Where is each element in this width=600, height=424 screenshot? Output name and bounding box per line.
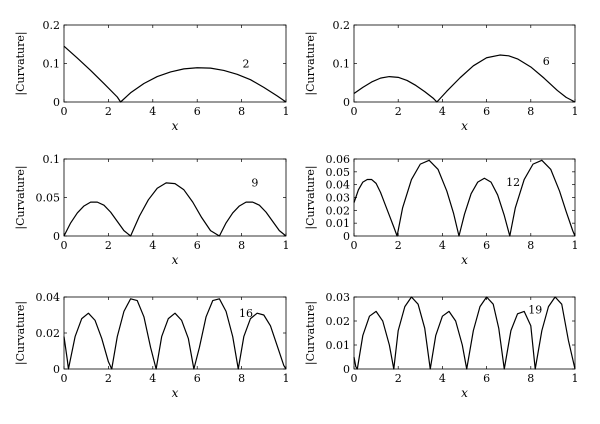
y-axis-label: |Curvature| [14,165,28,229]
x-tick-label: 0 [351,105,358,118]
x-tick-label: 6 [483,105,490,118]
x-axis-label: x [461,386,468,400]
x-tick-label: 2 [105,372,112,385]
x-tick-label: 4 [439,239,446,252]
panel-6: 0 2 4 6 8 100.010.020.03x|Curvature| 19 [304,291,579,400]
x-tick-label: 1 [572,239,579,252]
plot-frame [353,296,576,370]
y-tick-label: 0.04 [326,179,351,192]
x-tick-label: 0 [61,105,68,118]
x-axis-label: x [172,253,179,267]
y-tick-label: 0.1 [333,58,351,71]
plot-frame [353,158,576,237]
series-line-19 [353,296,576,370]
x-tick-label: 1 [283,239,290,252]
x-tick-label: 6 [483,239,490,252]
y-axis-label: |Curvature| [14,301,28,365]
series-line-16 [63,298,287,370]
panel-5: 0 2 4 6 8 100.020.04x|Curvature| 16 [14,291,290,400]
panel-2: 0 2 4 6 8 100.10.2x|Curvature| 6 [304,19,579,133]
x-tick-label: 2 [105,239,112,252]
x-axis-label: x [172,119,179,133]
x-tick-label: 4 [439,372,446,385]
y-tick-label: 0 [53,230,60,243]
y-tick-label: 0 [53,96,60,109]
series-label: 2 [243,57,250,70]
panel-3: 0 2 4 6 8 100.050.1x|Curvature| 9 [14,153,290,267]
x-tick-label: 8 [527,105,534,118]
y-tick-label: 0 [53,363,60,376]
y-axis-label: |Curvature| [304,165,318,229]
y-tick-label: 0 [343,363,350,376]
series-label: 9 [251,177,258,190]
x-tick-label: 0 [351,372,358,385]
series-line-12 [353,159,576,237]
x-tick-label: 8 [238,105,245,118]
x-tick-label: 8 [238,239,245,252]
series-label: 6 [543,55,550,68]
series-label: 19 [528,304,542,317]
y-tick-label: 0.05 [326,166,351,179]
x-tick-label: 6 [194,239,201,252]
x-tick-label: 1 [283,372,290,385]
x-tick-label: 4 [439,105,446,118]
y-tick-label: 0.1 [43,153,61,166]
x-tick-label: 6 [483,372,490,385]
y-tick-label: 0 [343,96,350,109]
y-tick-label: 0.1 [43,58,61,71]
x-axis-label: x [172,386,179,400]
x-tick-label: 1 [283,105,290,118]
x-axis-label: x [461,253,468,267]
y-tick-label: 0.2 [43,19,61,32]
x-tick-label: 2 [395,239,402,252]
y-tick-label: 0 [343,230,350,243]
series-label: 12 [506,176,520,189]
y-tick-label: 0.02 [326,315,351,328]
y-tick-label: 0.05 [36,192,61,205]
x-tick-label: 0 [351,239,358,252]
x-tick-label: 0 [61,239,68,252]
y-tick-label: 0.02 [326,204,351,217]
x-tick-label: 6 [194,105,201,118]
series-label: 16 [239,307,253,320]
x-tick-label: 8 [527,372,534,385]
panel-4: 0 2 4 6 8 1 00.010.020.030.040.050.06 x |Curvatu… [304,153,579,267]
y-axis-label: |Curvature| [14,31,28,95]
x-tick-label: 2 [395,372,402,385]
x-tick-label: 2 [105,105,112,118]
x-tick-label: 8 [238,372,245,385]
y-tick-label: 0.03 [326,291,351,304]
x-tick-label: 4 [149,372,156,385]
x-tick-label: 1 [572,372,579,385]
y-tick-label: 0.03 [326,192,351,205]
series-line-9 [63,182,287,237]
y-axis-label: |Curvature| [304,301,318,365]
y-tick-label: 0.06 [326,153,351,166]
plot-frame [63,158,287,237]
y-tick-label: 0.2 [333,19,351,32]
series-line-2 [63,45,287,103]
x-tick-label: 1 [572,105,579,118]
plot-frame [63,24,287,103]
y-tick-label: 0.02 [36,327,61,340]
panel-1: 0 2 4 6 8 100.10.2x|Curvature| 2 [14,19,290,133]
x-tick-label: 8 [527,239,534,252]
series-line-6 [353,54,576,103]
x-tick-label: 2 [395,105,402,118]
y-tick-label: 0.04 [36,291,61,304]
x-tick-label: 0 [61,372,68,385]
x-axis-label: x [461,119,468,133]
y-axis-label: |Curvature| [304,31,318,95]
y-tick-label: 0.01 [326,339,351,352]
y-tick-label: 0.01 [326,217,351,230]
x-tick-label: 4 [149,105,156,118]
x-tick-label: 4 [149,239,156,252]
x-tick-label: 6 [194,372,201,385]
